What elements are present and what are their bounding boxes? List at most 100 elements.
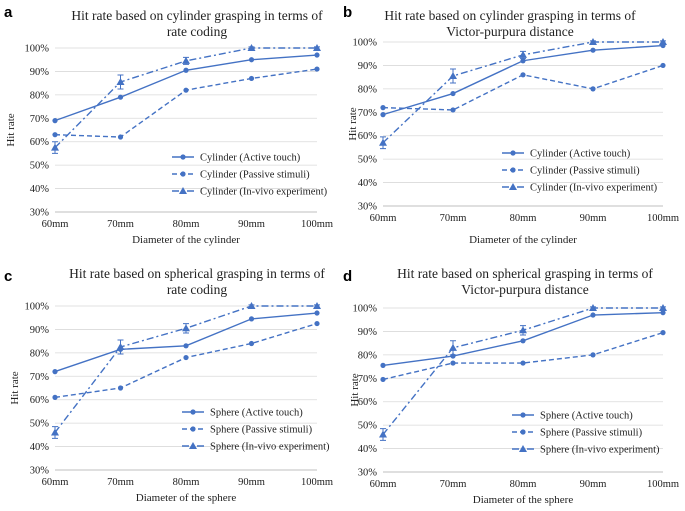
x-tick-label: 90mm bbox=[580, 479, 607, 490]
x-tick-label: 60mm bbox=[370, 213, 397, 224]
data-point bbox=[116, 343, 125, 350]
data-point bbox=[183, 343, 189, 349]
y-tick-label: 30% bbox=[30, 208, 50, 219]
series-2 bbox=[52, 320, 320, 400]
data-point bbox=[380, 362, 386, 368]
series-1 bbox=[52, 310, 320, 375]
y-tick-label: 30% bbox=[358, 202, 378, 213]
x-tick-label: 100mm bbox=[647, 213, 679, 224]
legend-label: Sphere (Active touch) bbox=[210, 408, 303, 419]
series-3 bbox=[51, 302, 321, 439]
y-tick-label: 80% bbox=[358, 350, 378, 361]
x-tick-label: 60mm bbox=[42, 477, 69, 488]
legend-label: Cylinder (In-vivo experiment) bbox=[530, 183, 658, 194]
data-point bbox=[313, 44, 321, 51]
legend-marker bbox=[519, 445, 527, 452]
data-point bbox=[182, 324, 190, 332]
chart-title-line: rate coding bbox=[167, 282, 228, 297]
data-point bbox=[520, 58, 526, 64]
legend-label: Cylinder (Active touch) bbox=[530, 149, 631, 160]
data-point bbox=[660, 62, 666, 69]
y-tick-label: 50% bbox=[358, 421, 378, 432]
y-tick-label: 100% bbox=[353, 304, 378, 315]
legend-label: Cylinder (Passive stimuli) bbox=[530, 166, 640, 177]
y-tick-label: 40% bbox=[30, 184, 50, 195]
legend-label: Cylinder (Passive stimuli) bbox=[200, 170, 310, 181]
y-tick-label: 70% bbox=[30, 372, 50, 383]
series-line bbox=[54, 68, 318, 138]
legend-label: Sphere (Passive stimuli) bbox=[540, 428, 643, 439]
x-tick-label: 90mm bbox=[238, 219, 265, 230]
legend: Cylinder (Active touch) Cylinder (Passive… bbox=[502, 149, 658, 194]
x-tick-label: 60mm bbox=[370, 479, 397, 490]
series-1 bbox=[380, 310, 666, 368]
data-point bbox=[520, 360, 526, 366]
data-point bbox=[314, 66, 320, 72]
y-tick-label: 70% bbox=[358, 108, 378, 119]
x-axis-label: Diameter of the cylinder bbox=[132, 234, 240, 246]
data-point bbox=[182, 56, 190, 64]
data-point bbox=[183, 87, 189, 93]
series-3 bbox=[51, 44, 321, 154]
data-point bbox=[590, 47, 596, 53]
legend-marker bbox=[180, 154, 186, 160]
data-point bbox=[519, 326, 527, 334]
data-point bbox=[51, 428, 59, 436]
data-point bbox=[52, 369, 58, 375]
series-3 bbox=[379, 38, 667, 150]
panel-letter: d bbox=[343, 268, 352, 285]
chart-title-line: Hit rate based on cylinder grasping in t… bbox=[71, 8, 323, 23]
x-tick-label: 70mm bbox=[107, 477, 134, 488]
x-tick-label: 70mm bbox=[440, 479, 467, 490]
data-point bbox=[248, 316, 255, 322]
data-point bbox=[117, 134, 124, 140]
y-tick-label: 30% bbox=[30, 466, 50, 477]
legend-marker bbox=[510, 167, 516, 173]
chart-panel-d: d Hit rate based on spherical grasping in… bbox=[343, 266, 679, 506]
panel-letter: b bbox=[343, 4, 352, 21]
y-tick-label: 100% bbox=[25, 44, 50, 55]
y-axis-label: Hit rate bbox=[349, 373, 361, 406]
y-tick-label: 50% bbox=[30, 419, 50, 430]
y-tick-label: 50% bbox=[358, 155, 378, 166]
data-point bbox=[248, 340, 255, 347]
legend: Sphere (Active touch) Sphere (Passive sti… bbox=[182, 408, 330, 453]
data-point bbox=[183, 354, 189, 361]
y-tick-label: 90% bbox=[30, 325, 50, 336]
legend-marker bbox=[189, 442, 197, 449]
data-point bbox=[314, 320, 320, 327]
series-line bbox=[382, 64, 664, 111]
y-tick-label: 40% bbox=[358, 178, 378, 189]
data-point bbox=[314, 310, 320, 316]
y-tick-label: 30% bbox=[358, 468, 378, 479]
y-tick-label: 70% bbox=[30, 114, 50, 125]
data-point bbox=[52, 394, 58, 400]
y-tick-label: 50% bbox=[30, 161, 50, 172]
y-tick-label: 60% bbox=[358, 131, 378, 142]
legend-marker bbox=[190, 426, 196, 432]
x-tick-label: 90mm bbox=[238, 477, 265, 488]
x-tick-label: 70mm bbox=[440, 213, 467, 224]
y-tick-label: 70% bbox=[358, 374, 378, 385]
chart-panel-c: c Hit rate based on spherical grasping in… bbox=[4, 266, 333, 504]
data-point bbox=[380, 105, 386, 111]
legend-label: Cylinder (Active touch) bbox=[200, 153, 301, 164]
panel-letter: c bbox=[4, 268, 12, 285]
data-point bbox=[247, 44, 256, 51]
data-point bbox=[589, 38, 597, 45]
x-tick-label: 100mm bbox=[301, 477, 333, 488]
x-tick-label: 80mm bbox=[510, 479, 537, 490]
y-tick-label: 40% bbox=[30, 442, 50, 453]
y-tick-label: 100% bbox=[25, 302, 50, 313]
legend-marker bbox=[520, 429, 526, 435]
data-point bbox=[519, 50, 527, 58]
x-tick-label: 80mm bbox=[173, 477, 200, 488]
data-point bbox=[117, 385, 124, 391]
data-point bbox=[449, 71, 457, 79]
y-tick-label: 80% bbox=[30, 348, 50, 359]
data-point bbox=[660, 310, 666, 316]
x-tick-label: 90mm bbox=[580, 213, 607, 224]
series-1 bbox=[52, 52, 320, 124]
x-tick-label: 100mm bbox=[647, 479, 679, 490]
